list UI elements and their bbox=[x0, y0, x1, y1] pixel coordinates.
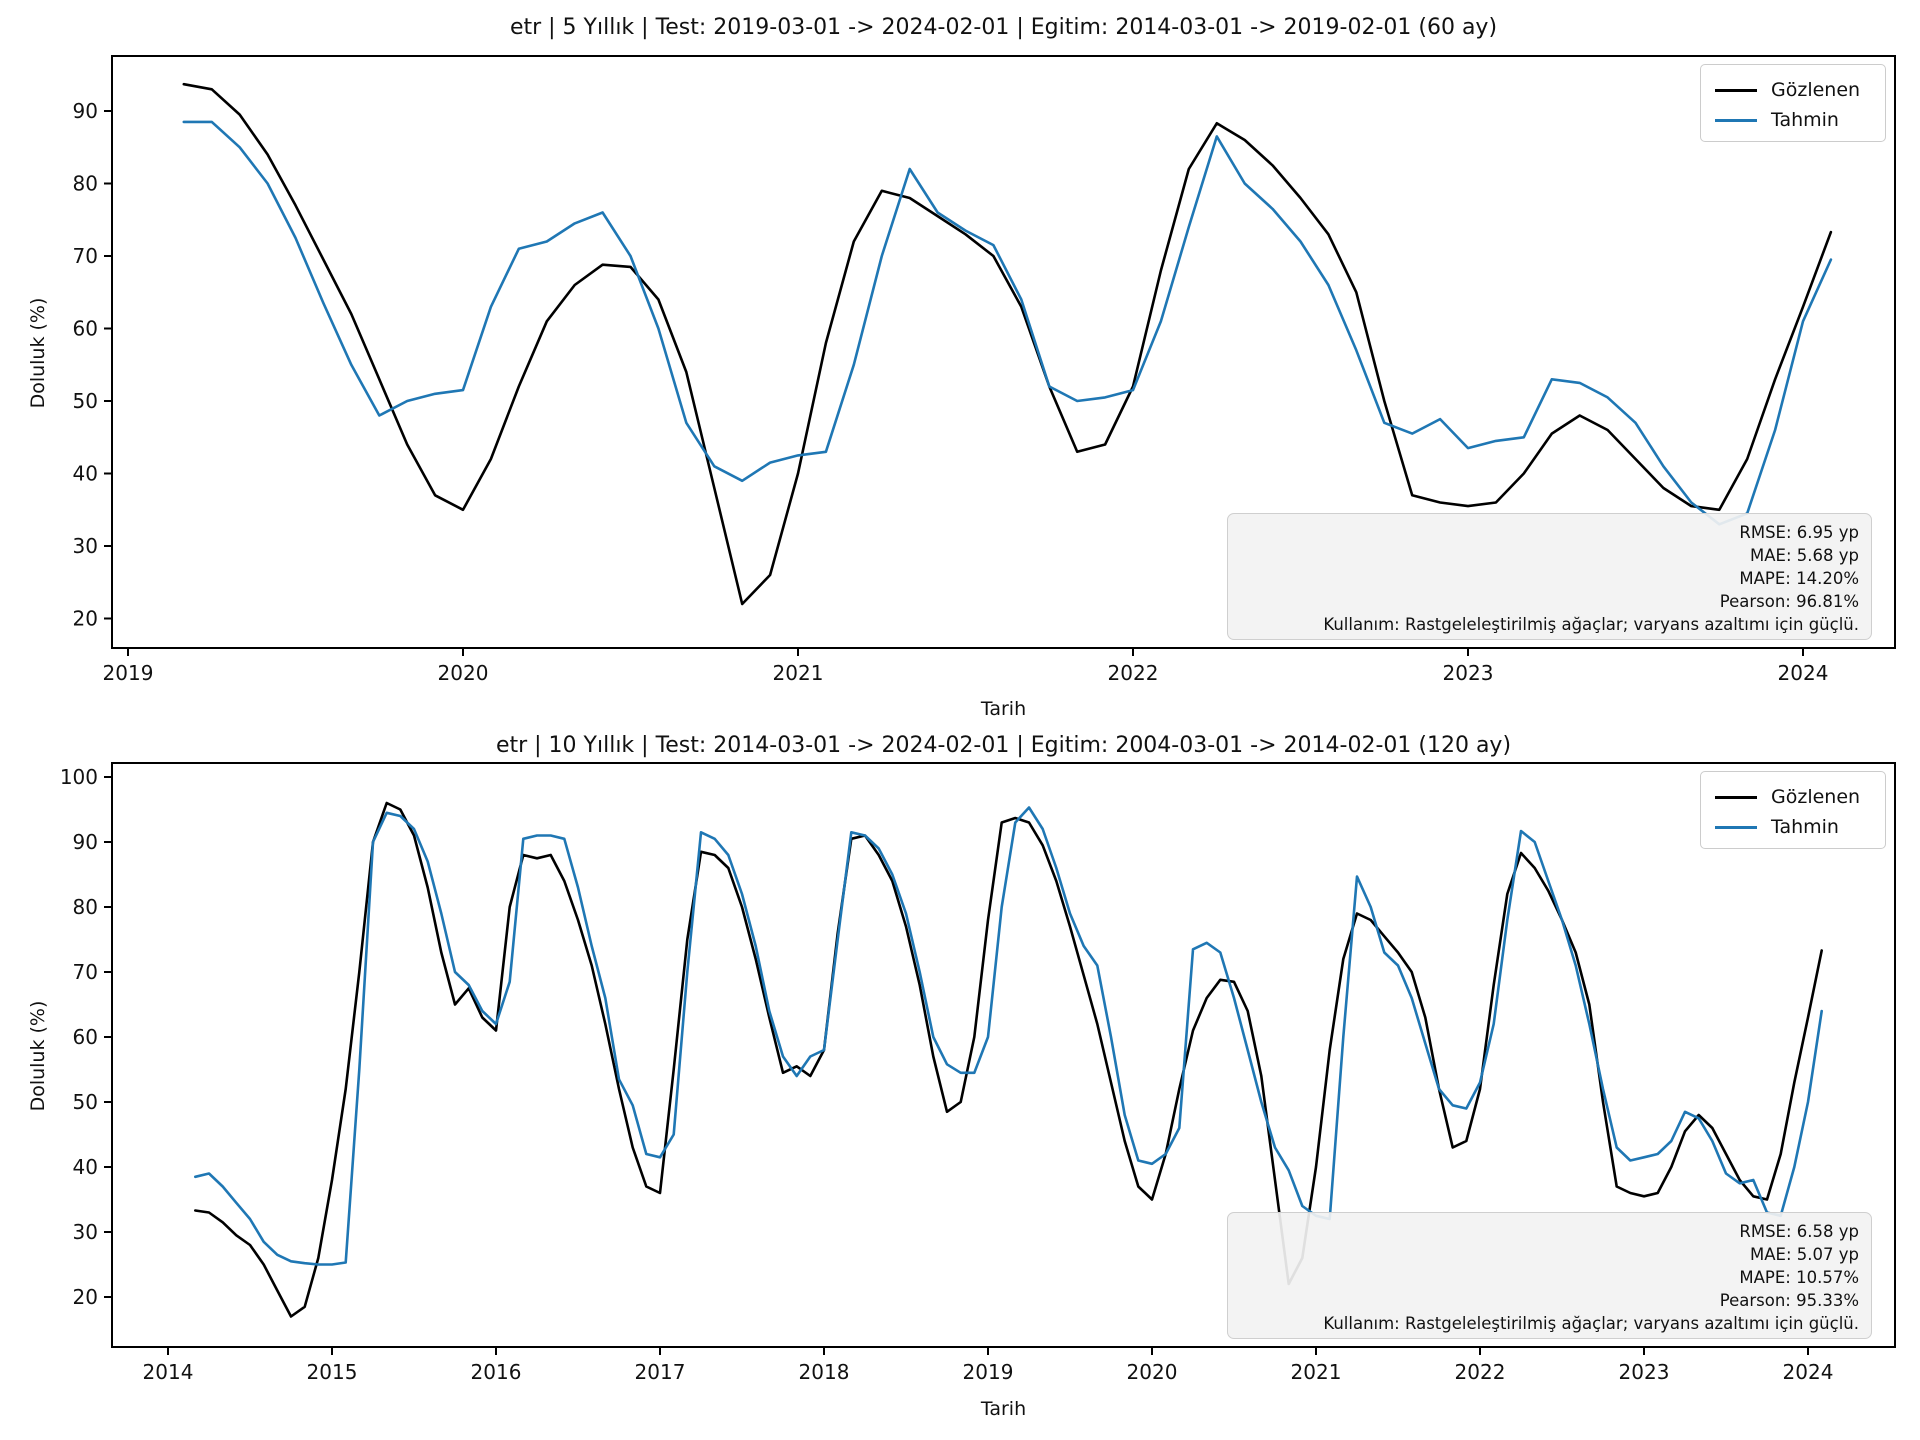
axes-frame bbox=[111, 55, 1896, 649]
stat-usage-note: Kullanım: Rastgeleleştirilmiş ağaçlar; v… bbox=[1323, 615, 1859, 634]
stat-pearson: Pearson: 95.33% bbox=[1719, 1291, 1859, 1310]
stat-mape: MAPE: 10.57% bbox=[1739, 1268, 1859, 1287]
stat-rmse: RMSE: 6.58 yp bbox=[1739, 1222, 1859, 1241]
x-tick-label: 2024 bbox=[1778, 661, 1829, 685]
bottom-chart-stats-box: RMSE: 6.58 yp MAE: 5.07 yp MAPE: 10.57% … bbox=[1227, 1212, 1872, 1339]
x-tick-label: 2019 bbox=[103, 661, 154, 685]
observed-line-swatch bbox=[1715, 88, 1757, 92]
x-tick-label: 2018 bbox=[799, 1360, 850, 1384]
x-tick-label: 2020 bbox=[1127, 1360, 1178, 1384]
top-chart-legend: Gözlenen Tahmin bbox=[1700, 64, 1886, 142]
stat-mape: MAPE: 14.20% bbox=[1739, 569, 1859, 588]
y-tick-label: 60 bbox=[73, 1025, 98, 1049]
y-tick-label: 90 bbox=[73, 99, 98, 123]
x-tick-label: 2023 bbox=[1443, 661, 1494, 685]
x-tick-label: 2022 bbox=[1108, 661, 1159, 685]
observed-line bbox=[182, 82, 1833, 606]
x-tick-label: 2022 bbox=[1455, 1360, 1506, 1384]
x-tick-label: 2024 bbox=[1783, 1360, 1834, 1384]
observed-line bbox=[194, 801, 1823, 1318]
x-tick-label: 2017 bbox=[635, 1360, 686, 1384]
y-tick-label: 90 bbox=[73, 830, 98, 854]
y-tick-label: 40 bbox=[73, 1155, 98, 1179]
y-tick-label: 70 bbox=[73, 960, 98, 984]
legend-entry-predicted: Tahmin bbox=[1715, 105, 1885, 135]
x-tick-label: 2015 bbox=[307, 1360, 358, 1384]
top-chart-ylabel: Doluluk (%) bbox=[27, 297, 49, 409]
x-tick-label: 2020 bbox=[438, 661, 489, 685]
y-tick-label: 100 bbox=[60, 765, 98, 789]
stat-mae: MAE: 5.68 yp bbox=[1750, 546, 1859, 565]
bottom-chart-title: etr | 10 Yıllık | Test: 2014-03-01 -> 20… bbox=[495, 733, 1512, 758]
y-tick-label: 80 bbox=[73, 172, 98, 196]
x-tick-label: 2014 bbox=[143, 1360, 194, 1384]
y-tick-label: 50 bbox=[73, 389, 98, 413]
y-tick-label: 30 bbox=[73, 1220, 98, 1244]
x-tick-label: 2016 bbox=[471, 1360, 522, 1384]
legend-entry-observed: Gözlenen bbox=[1715, 782, 1885, 812]
bottom-chart-legend: Gözlenen Tahmin bbox=[1700, 771, 1886, 849]
y-tick-label: 50 bbox=[73, 1090, 98, 1114]
y-tick-label: 60 bbox=[73, 317, 98, 341]
y-tick-label: 70 bbox=[73, 244, 98, 268]
bottom-chart-xlabel: Tarih bbox=[980, 1398, 1027, 1420]
stat-pearson: Pearson: 96.81% bbox=[1719, 592, 1859, 611]
predicted-line bbox=[182, 120, 1833, 526]
y-tick-label: 80 bbox=[73, 895, 98, 919]
stat-mae: MAE: 5.07 yp bbox=[1750, 1245, 1859, 1264]
legend-entry-observed: Gözlenen bbox=[1715, 75, 1885, 105]
x-tick-label: 2023 bbox=[1619, 1360, 1670, 1384]
legend-label-predicted: Tahmin bbox=[1771, 816, 1839, 838]
predicted-line bbox=[194, 806, 1823, 1266]
y-tick-label: 40 bbox=[73, 462, 98, 486]
bottom-chart-ylabel: Doluluk (%) bbox=[27, 1000, 49, 1112]
bottom-chart-axes: 2014 2015 2016 2017 2018 2019 2020 2021 2022 2023… bbox=[60, 762, 1896, 1384]
axes-frame bbox=[111, 762, 1896, 1348]
observed-line-swatch bbox=[1715, 795, 1757, 799]
stat-usage-note: Kullanım: Rastgeleleştirilmiş ağaçlar; v… bbox=[1323, 1314, 1859, 1333]
predicted-line-swatch bbox=[1715, 825, 1757, 829]
legend-entry-predicted: Tahmin bbox=[1715, 812, 1885, 842]
x-tick-label: 2021 bbox=[773, 661, 824, 685]
predicted-line-swatch bbox=[1715, 118, 1757, 122]
y-tick-label: 30 bbox=[73, 534, 98, 558]
y-tick-label: 20 bbox=[73, 607, 98, 631]
x-tick-label: 2019 bbox=[963, 1360, 1014, 1384]
legend-label-observed: Gözlenen bbox=[1771, 786, 1861, 808]
y-tick-label: 20 bbox=[73, 1285, 98, 1309]
x-tick-label: 2021 bbox=[1291, 1360, 1342, 1384]
top-chart-axes: 2019 2020 2021 2022 2023 2024 20 30 40 50 60 70 80 90 bbox=[73, 55, 1896, 685]
top-chart-xlabel: Tarih bbox=[980, 698, 1027, 720]
top-chart-title: etr | 5 Yıllık | Test: 2019-03-01 -> 202… bbox=[509, 15, 1498, 40]
legend-label-predicted: Tahmin bbox=[1771, 109, 1839, 131]
top-chart-stats-box: RMSE: 6.95 yp MAE: 5.68 yp MAPE: 14.20% … bbox=[1227, 513, 1872, 640]
stat-rmse: RMSE: 6.95 yp bbox=[1739, 523, 1859, 542]
legend-label-observed: Gözlenen bbox=[1771, 79, 1861, 101]
